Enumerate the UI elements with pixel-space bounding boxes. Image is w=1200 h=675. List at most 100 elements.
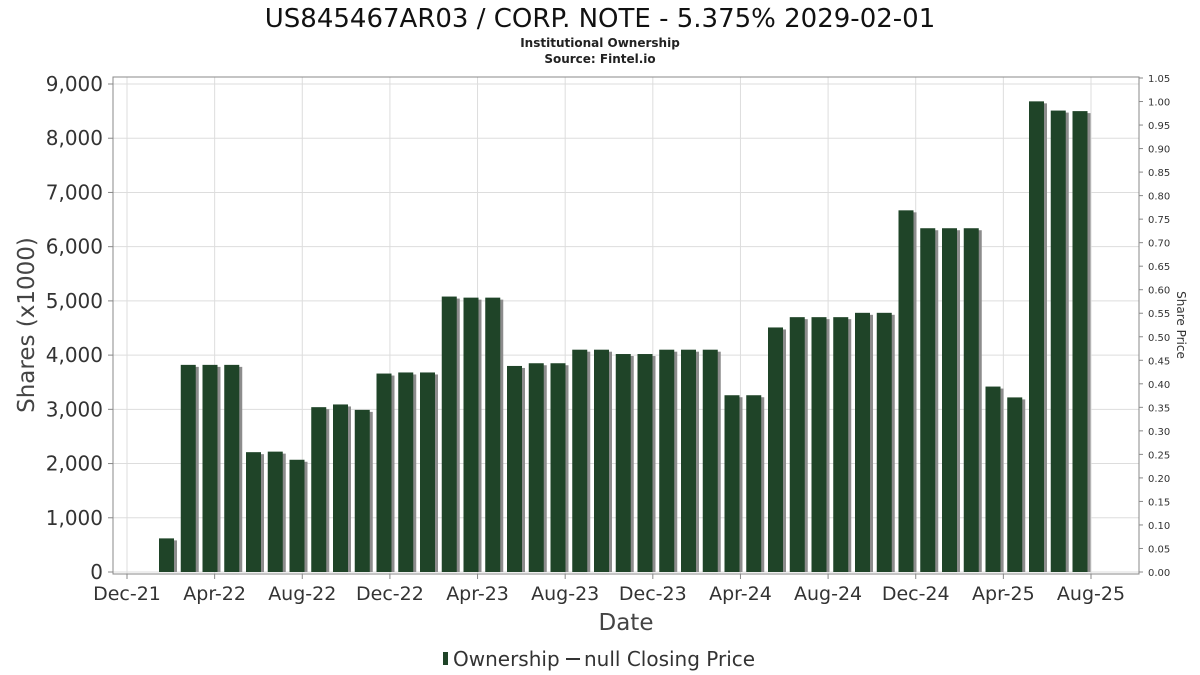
y2-tick-label: 0.75	[1148, 215, 1170, 226]
ownership-bar	[963, 228, 979, 572]
ownership-bar	[789, 317, 805, 572]
ownership-bar	[920, 228, 936, 572]
ownership-bar	[398, 372, 414, 572]
x-tick-label: Apr-24	[709, 583, 772, 605]
ownership-bar	[746, 395, 762, 572]
ownership-bar	[180, 364, 196, 572]
ownership-bar	[1007, 397, 1023, 572]
y2-tick-label: 0.70	[1148, 239, 1170, 250]
chart-subtitle-line-2: Source: Fintel.io	[544, 52, 655, 66]
y2-tick-label: 0.50	[1148, 333, 1170, 344]
ownership-bar	[811, 317, 827, 572]
x-tick-label: Apr-22	[183, 583, 246, 605]
y-tick-label: 9,000	[46, 72, 103, 96]
y2-tick-label: 0.65	[1148, 262, 1170, 273]
ownership-bar	[224, 364, 240, 572]
y2-tick-label: 0.00	[1148, 568, 1170, 579]
ownership-bar	[768, 327, 783, 572]
y2-tick-label: 0.40	[1148, 380, 1170, 391]
y-tick-label: 3,000	[46, 397, 103, 421]
ownership-bar	[702, 349, 718, 572]
y2-tick-label: 0.10	[1148, 521, 1170, 532]
y2-axis-ticks: 0.00 0.05 0.10 0.15 0.20 0.25 0.30 0.35 0.40 0.45…	[1139, 74, 1170, 579]
y-axis-ticks: 0 1,000 2,000 3,000 4,000 5,000 6,000 7,000 8,00…	[46, 72, 113, 584]
ownership-bar	[1072, 111, 1088, 572]
ownership-bar	[615, 354, 631, 572]
ownership-bar	[311, 407, 327, 572]
x-tick-label: Dec-23	[619, 583, 687, 605]
y2-tick-label: 0.25	[1148, 450, 1170, 461]
ownership-bar	[942, 228, 957, 572]
ownership-bar	[202, 364, 218, 572]
x-tick-label: Dec-21	[93, 583, 161, 605]
legend-ownership-label: Ownership	[453, 647, 560, 671]
ownership-bar	[1050, 110, 1066, 573]
plot-area-border	[112, 76, 1140, 575]
ownership-bar	[159, 538, 174, 572]
y2-tick-label: 0.45	[1148, 356, 1170, 367]
legend-price-label: null Closing Price	[584, 647, 755, 671]
ownership-bar	[594, 349, 609, 572]
y2-tick-label: 0.60	[1148, 286, 1170, 297]
ownership-bar	[485, 297, 501, 572]
y2-tick-label: 0.35	[1148, 403, 1170, 414]
y-tick-label: 6,000	[46, 235, 103, 259]
ownership-bar	[463, 297, 479, 572]
ownership-bar	[376, 373, 392, 572]
ownership-bar	[1029, 101, 1044, 573]
ownership-bar	[267, 451, 283, 572]
y2-tick-label: 0.80	[1148, 192, 1170, 203]
chart-subtitle-line-1: Institutional Ownership	[520, 36, 680, 50]
ownership-bar	[681, 349, 696, 572]
ownership-bar	[354, 409, 370, 572]
y2-tick-label: 0.90	[1148, 145, 1170, 156]
ownership-bar	[637, 354, 653, 572]
ownership-bar	[528, 363, 544, 572]
y2-tick-label: 0.20	[1148, 474, 1170, 485]
x-tick-label: Dec-22	[356, 583, 424, 605]
ownership-bar	[507, 365, 522, 572]
x-tick-label: Aug-22	[268, 583, 336, 605]
y-tick-label: 7,000	[46, 180, 103, 204]
y2-tick-label: 0.30	[1148, 427, 1170, 438]
x-axis-label: Date	[599, 610, 654, 636]
ownership-bar	[420, 372, 435, 572]
x-tick-label: Apr-25	[972, 583, 1035, 605]
ownership-bars	[159, 101, 1091, 573]
x-tick-label: Aug-24	[794, 583, 862, 605]
legend: Ownership null Closing Price	[443, 647, 755, 671]
x-tick-label: Apr-23	[446, 583, 509, 605]
ownership-bar	[876, 312, 892, 572]
ownership-bar	[659, 349, 675, 572]
legend-ownership-swatch	[443, 652, 448, 665]
ownership-bar	[246, 452, 261, 572]
ownership-bar	[441, 296, 457, 572]
y-tick-label: 8,000	[46, 126, 103, 150]
y2-tick-label: 0.15	[1148, 497, 1170, 508]
ownership-bar	[333, 404, 348, 572]
y-tick-label: 4,000	[46, 343, 103, 367]
y-axis-label: Shares (x1000)	[14, 237, 40, 413]
x-tick-label: Aug-25	[1057, 583, 1125, 605]
ownership-bar	[985, 386, 1001, 572]
y2-tick-label: 1.05	[1148, 74, 1170, 85]
x-tick-label: Aug-23	[531, 583, 599, 605]
ownership-bar	[724, 395, 740, 572]
y2-tick-label: 0.85	[1148, 168, 1170, 179]
y-tick-label: 5,000	[46, 289, 103, 313]
ownership-bar	[833, 317, 849, 572]
ownership-bar	[898, 210, 914, 573]
ownership-bar	[289, 459, 305, 572]
y-tick-label: 2,000	[46, 452, 103, 476]
ownership-bar	[572, 349, 588, 572]
y2-tick-label: 0.05	[1148, 544, 1170, 555]
chart-title: US845467AR03 / CORP. NOTE - 5.375% 2029-…	[265, 4, 936, 34]
y2-tick-label: 1.00	[1148, 98, 1170, 109]
ownership-bar	[855, 312, 870, 572]
y2-axis-label: Share Price	[1174, 291, 1188, 359]
y2-tick-label: 0.55	[1148, 309, 1170, 320]
x-axis-ticks: Dec-21 Apr-22 Aug-22 Dec-22 Apr-23 Aug-23 Dec-…	[93, 574, 1125, 605]
ownership-bar	[550, 363, 566, 572]
y2-tick-label: 0.95	[1148, 121, 1170, 132]
